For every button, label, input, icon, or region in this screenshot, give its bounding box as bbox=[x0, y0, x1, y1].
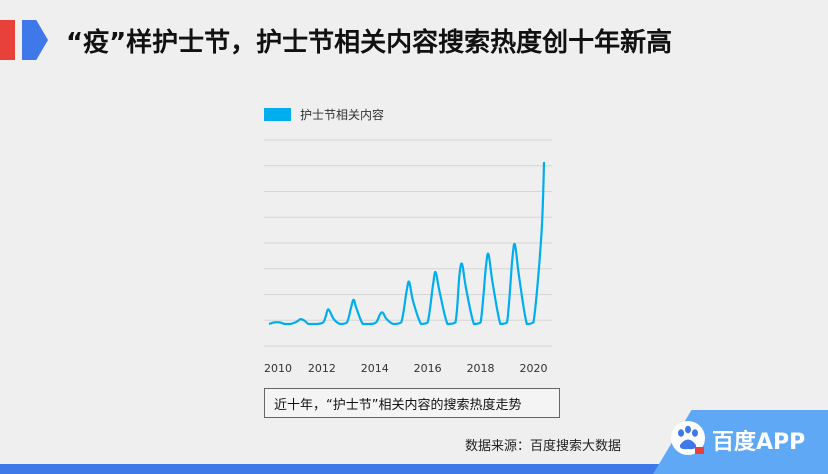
x-tick-label: 2012 bbox=[308, 362, 336, 375]
series-line-0 bbox=[268, 161, 546, 326]
x-tick-label: 2014 bbox=[361, 362, 389, 375]
x-tick-label: 2020 bbox=[519, 362, 547, 375]
footer-band bbox=[0, 464, 828, 474]
chart-caption: 近十年，“护士节”相关内容的搜索热度走势 bbox=[264, 388, 560, 418]
accent-bar-red bbox=[0, 20, 15, 60]
baidu-paw-icon bbox=[671, 421, 705, 455]
page-title: “疫”样护士节，护士节相关内容搜索热度创十年新高 bbox=[66, 28, 673, 58]
x-tick-label: 2018 bbox=[467, 362, 495, 375]
app-name: 百度APP bbox=[712, 430, 806, 455]
chart-legend: 护士节相关内容 bbox=[264, 106, 384, 123]
legend-swatch bbox=[264, 108, 291, 121]
x-tick-label: 2010 bbox=[264, 362, 292, 375]
x-tick-label: 2016 bbox=[414, 362, 442, 375]
legend-label: 护士节相关内容 bbox=[300, 108, 385, 122]
data-source: 数据来源：百度搜索大数据 bbox=[465, 439, 622, 454]
